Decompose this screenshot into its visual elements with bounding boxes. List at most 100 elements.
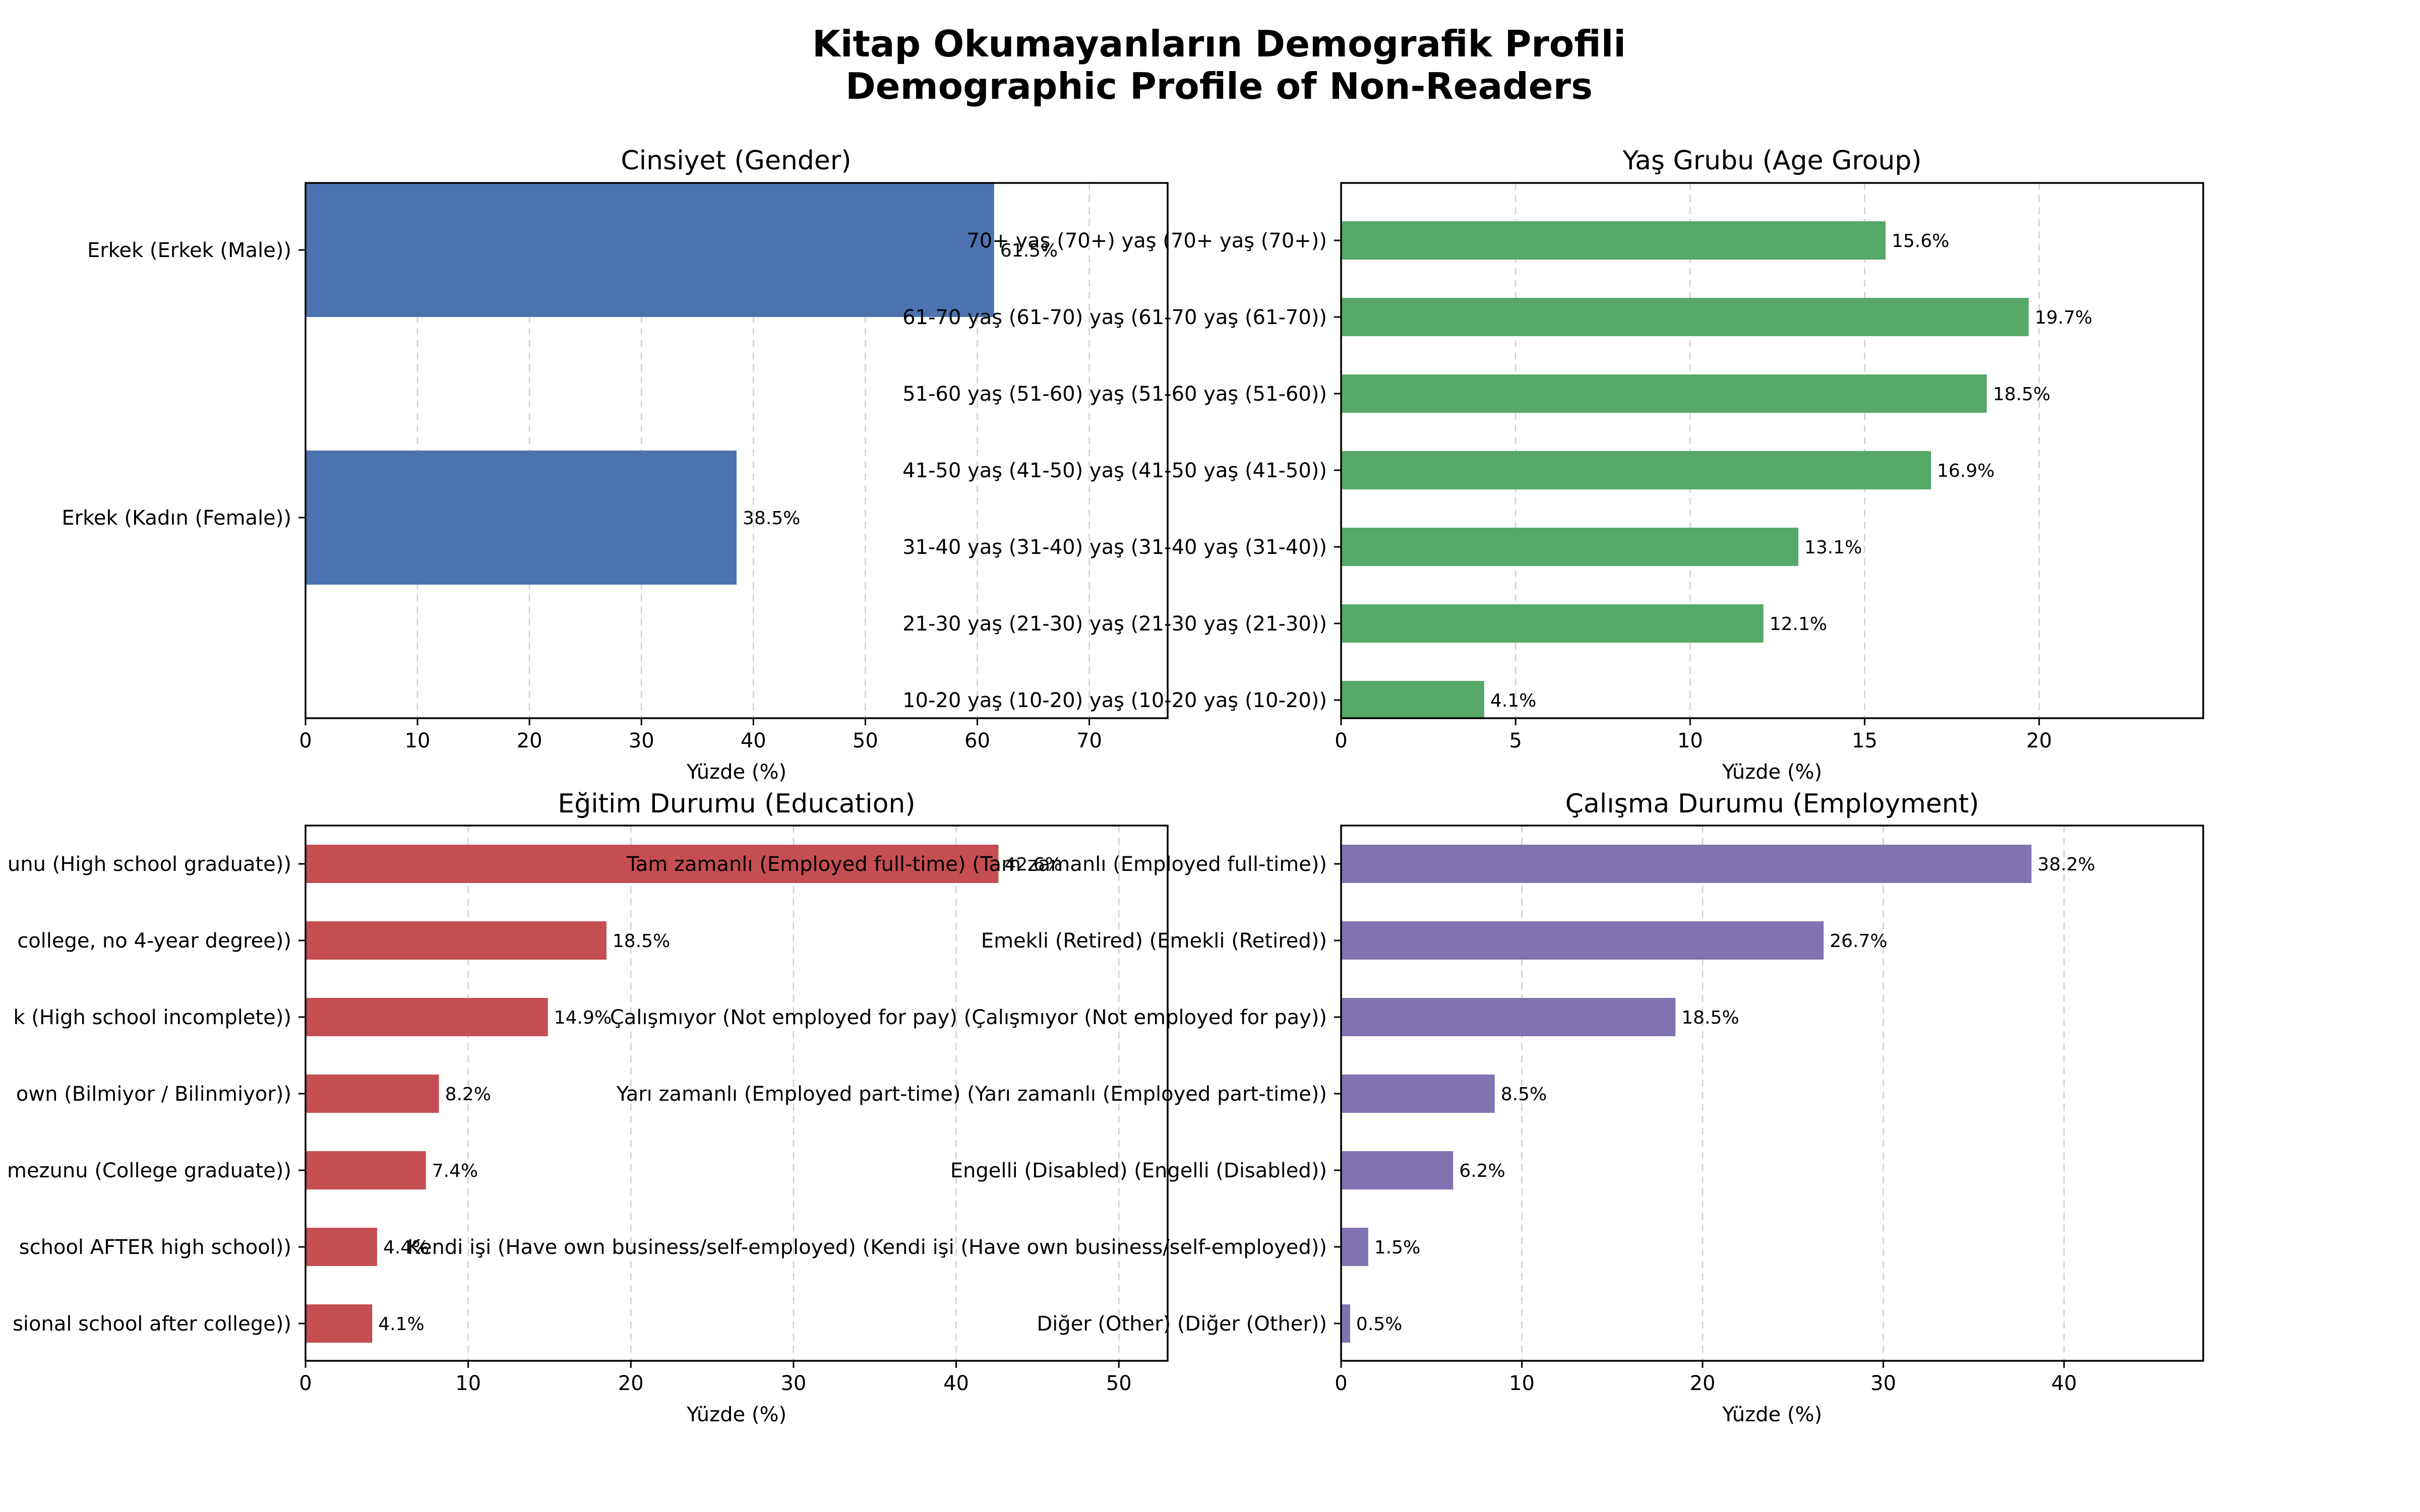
education-category-label: school AFTER high school)) bbox=[19, 1236, 291, 1259]
employment-axes: 0 10 20 30 40 Tam zamanlı (Employed full-time… bbox=[407, 853, 2077, 1395]
education-x-axis-label: Yüzde (%) bbox=[686, 1403, 786, 1426]
age-bars: 15.6% 19.7% 18.5% 16.9% 13.1% 12.1% 4.1% bbox=[1341, 221, 2092, 719]
age-x-tick-label: 20 bbox=[2026, 729, 2052, 752]
employment-category-label: Tam zamanlı (Employed full-time) (Tam za… bbox=[626, 853, 1327, 876]
education-panel-title: Eğitim Durumu (Education) bbox=[558, 789, 915, 819]
education-panel: Eğitim Durumu (Education) 42.6% 18.5% 14.9… bbox=[7, 789, 1169, 1426]
education-value-label: 4.1% bbox=[378, 1314, 424, 1335]
gender-panel: Cinsiyet (Gender) 61.5% 38.5% 0 10 20 30 40 50… bbox=[62, 146, 1169, 784]
figure-title-line2: Demographic Profile of Non-Readers bbox=[845, 65, 1593, 107]
age-value-label: 19.7% bbox=[2035, 307, 2092, 328]
employment-panel-title: Çalışma Durumu (Employment) bbox=[1565, 789, 1979, 819]
education-bar bbox=[306, 998, 548, 1036]
age-bar bbox=[1341, 681, 1484, 719]
age-bar bbox=[1341, 451, 1931, 489]
age-x-tick-label: 15 bbox=[1852, 729, 1878, 752]
age-value-label: 18.5% bbox=[1993, 384, 2050, 405]
gender-bar bbox=[306, 451, 737, 585]
gender-bars: 61.5% 38.5% bbox=[306, 183, 1058, 585]
age-value-label: 15.6% bbox=[1892, 231, 1949, 251]
age-bar bbox=[1341, 528, 1798, 566]
employment-category-label: Kendi işi (Have own business/self-employ… bbox=[407, 1236, 1327, 1259]
employment-bar bbox=[1341, 1304, 1350, 1343]
age-x-tick-label: 5 bbox=[1509, 729, 1522, 752]
employment-value-label: 1.5% bbox=[1374, 1237, 1420, 1258]
age-x-axis-label: Yüzde (%) bbox=[1722, 761, 1822, 784]
gender-category-label: Erkek (Kadın (Female)) bbox=[62, 507, 291, 530]
gender-panel-title: Cinsiyet (Gender) bbox=[621, 146, 851, 176]
figure-title-line1: Kitap Okumayanların Demografik Profili bbox=[812, 23, 1626, 65]
age-bar bbox=[1341, 298, 2029, 336]
gender-plot-frame bbox=[305, 182, 1169, 719]
education-value-label: 8.2% bbox=[445, 1084, 491, 1105]
education-bar bbox=[306, 1151, 426, 1189]
age-category-label: 10-20 yaş (10-20) yaş (10-20 yaş (10-20)… bbox=[902, 689, 1327, 712]
education-category-label: college, no 4-year degree)) bbox=[17, 929, 291, 953]
education-value-label: 42.6% bbox=[1004, 854, 1062, 875]
age-x-tick-label: 10 bbox=[1677, 729, 1703, 752]
employment-category-label: Engelli (Disabled) (Engelli (Disabled)) bbox=[950, 1159, 1327, 1182]
employment-x-axis-label: Yüzde (%) bbox=[1722, 1403, 1822, 1426]
employment-category-label: Emekli (Retired) (Emekli (Retired)) bbox=[981, 929, 1327, 953]
education-value-label: 4.4% bbox=[383, 1237, 429, 1258]
employment-bar bbox=[1341, 998, 1676, 1036]
education-bar bbox=[306, 845, 999, 883]
employment-category-label: Çalışmıyor (Not employed for pay) (Çalış… bbox=[610, 1006, 1327, 1029]
education-x-tick-label: 30 bbox=[780, 1372, 806, 1395]
education-bar bbox=[306, 1228, 377, 1266]
education-x-tick-label: 40 bbox=[943, 1372, 969, 1395]
employment-bar bbox=[1341, 1151, 1454, 1189]
education-x-tick-label: 20 bbox=[618, 1372, 644, 1395]
employment-value-label: 26.7% bbox=[1830, 931, 1887, 952]
employment-x-tick-label: 20 bbox=[1690, 1372, 1716, 1395]
age-category-label: 41-50 yaş (41-50) yaş (41-50 yaş (41-50)… bbox=[902, 459, 1327, 482]
age-value-label: 12.1% bbox=[1770, 614, 1827, 635]
age-value-label: 4.1% bbox=[1490, 690, 1536, 711]
employment-category-label: Diğer (Other) (Diğer (Other)) bbox=[1037, 1312, 1327, 1336]
gender-value-label: 38.5% bbox=[743, 508, 800, 529]
age-category-label: 31-40 yaş (31-40) yaş (31-40 yaş (31-40)… bbox=[902, 536, 1327, 559]
gender-x-tick-label: 20 bbox=[517, 729, 542, 752]
employment-bar bbox=[1341, 921, 1824, 960]
gender-axes: 0 10 20 30 40 50 60 70 Erkek (Erkek (Male)) Erkek… bbox=[62, 239, 1102, 752]
education-value-label: 14.9% bbox=[554, 1007, 612, 1028]
education-bar bbox=[306, 1304, 373, 1343]
age-axes: 0 5 10 15 20 70+ yaş (70+) yaş (70+ yaş (70+)… bbox=[902, 229, 2052, 752]
gender-x-tick-label: 50 bbox=[853, 729, 878, 752]
gender-x-tick-label: 70 bbox=[1076, 729, 1102, 752]
age-panel: Yaş Grubu (Age Group) 15.6% 19.7% 18.5% 16.… bbox=[902, 146, 2204, 784]
age-category-label: 61-70 yaş (61-70) yaş (61-70 yaş (61-70)… bbox=[902, 306, 1327, 329]
education-bar bbox=[306, 1075, 439, 1113]
gender-bar bbox=[306, 183, 994, 317]
age-category-label: 51-60 yaş (51-60) yaş (51-60 yaş (51-60)… bbox=[902, 383, 1327, 406]
age-bar bbox=[1341, 374, 1987, 413]
education-gridlines bbox=[305, 826, 1120, 1361]
employment-category-label: Yarı zamanlı (Employed part-time) (Yarı … bbox=[616, 1083, 1327, 1106]
education-category-label: unu (High school graduate)) bbox=[8, 853, 291, 876]
employment-x-tick-label: 40 bbox=[2051, 1372, 2077, 1395]
education-category-label: k (High school incomplete)) bbox=[13, 1006, 291, 1029]
gender-x-tick-label: 60 bbox=[964, 729, 990, 752]
gender-x-tick-label: 30 bbox=[629, 729, 654, 752]
employment-x-tick-label: 10 bbox=[1509, 1372, 1535, 1395]
age-panel-title: Yaş Grubu (Age Group) bbox=[1622, 146, 1921, 176]
employment-value-label: 18.5% bbox=[1681, 1007, 1739, 1028]
education-x-tick-label: 50 bbox=[1106, 1372, 1132, 1395]
age-bar bbox=[1341, 604, 1764, 643]
employment-bar bbox=[1341, 1075, 1495, 1113]
education-value-label: 7.4% bbox=[432, 1161, 478, 1181]
age-category-label: 70+ yaş (70+) yaş (70+ yaş (70+)) bbox=[966, 229, 1327, 253]
employment-bar bbox=[1341, 845, 2032, 883]
education-category-label: sional school after college)) bbox=[13, 1312, 291, 1336]
gender-category-label: Erkek (Erkek (Male)) bbox=[87, 239, 291, 262]
education-category-label: own (Bilmiyor / Bilinmiyor)) bbox=[16, 1083, 291, 1106]
employment-value-label: 8.5% bbox=[1501, 1084, 1547, 1105]
employment-value-label: 38.2% bbox=[2037, 854, 2095, 875]
age-x-tick-label: 0 bbox=[1335, 729, 1347, 752]
education-value-label: 18.5% bbox=[613, 931, 670, 952]
employment-x-tick-label: 0 bbox=[1335, 1372, 1347, 1395]
employment-value-label: 0.5% bbox=[1356, 1314, 1402, 1335]
employment-panel: Çalışma Durumu (Employment) 38.2% 26.7% 18… bbox=[407, 789, 2204, 1426]
education-bar bbox=[306, 921, 607, 960]
